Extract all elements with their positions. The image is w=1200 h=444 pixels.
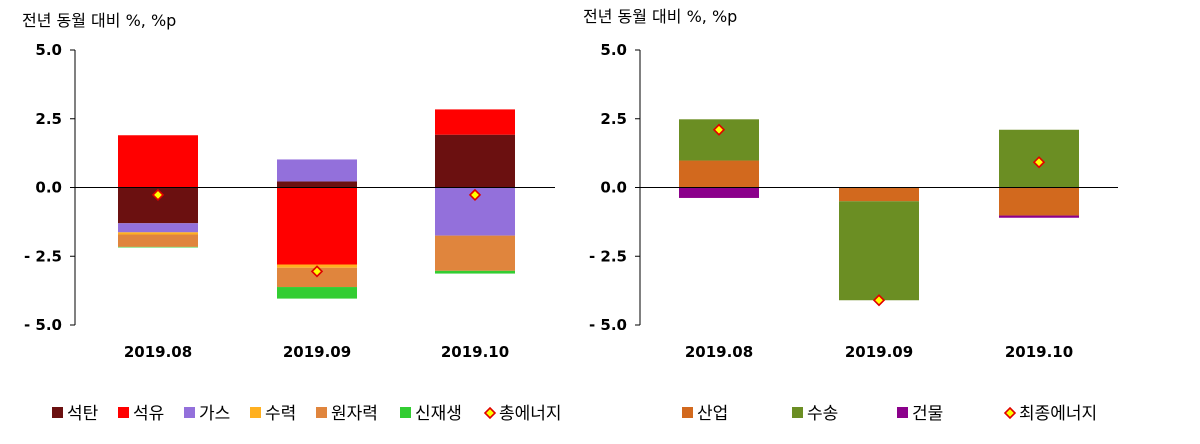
y-axis-label: 전년 동월 대비 %, %p xyxy=(22,11,176,30)
bar-segment-석유 xyxy=(435,109,515,135)
bar-segment-신재생 xyxy=(118,246,198,248)
bar-segment-건물 xyxy=(999,215,1079,218)
total-marker xyxy=(1032,156,1046,169)
y-tick-label: - 5.0 xyxy=(589,316,627,334)
legend-label: 수송 xyxy=(807,404,838,424)
y-tick-label: 5.0 xyxy=(600,41,627,59)
bar-segment-원자력 xyxy=(118,234,198,247)
legend-label: 총에너지 xyxy=(499,404,562,424)
y-tick-label: - 2.5 xyxy=(24,247,62,265)
legend-label: 원자력 xyxy=(331,404,378,424)
legend-label: 건물 xyxy=(912,404,943,424)
legend-label: 최종에너지 xyxy=(1019,404,1097,424)
legend-label: 수력 xyxy=(265,404,296,424)
legend-swatch xyxy=(792,407,803,418)
x-tick-label: 2019.10 xyxy=(441,343,509,361)
y-ticks: 5.0 2.5 0.0 - 2.5 - 5.0 xyxy=(24,41,75,334)
y-tick-label: 2.5 xyxy=(35,110,62,128)
bar-segment-석유 xyxy=(277,187,357,265)
legend-label: 산업 xyxy=(697,404,728,424)
chart-total-energy: 전년 동월 대비 %, %p 5.0 2.5 0.0 - 2.5 - 5.0 2019.… xyxy=(22,11,562,424)
total-marker xyxy=(872,294,886,307)
bars xyxy=(679,119,1079,301)
legend-label: 석탄 xyxy=(67,404,99,424)
y-ticks: 5.0 2.5 0.0 - 2.5 - 5.0 xyxy=(589,41,640,334)
bar-segment-가스 xyxy=(277,159,357,182)
y-tick-label: 0.0 xyxy=(600,179,627,197)
legend-swatch xyxy=(316,407,327,418)
bar-segment-수력 xyxy=(118,232,198,235)
x-tick-label: 2019.09 xyxy=(283,343,351,361)
y-axis-label: 전년 동월 대비 %, %p xyxy=(583,7,737,26)
bar-segment-신재생 xyxy=(435,270,515,274)
total-marker xyxy=(468,188,482,202)
bar-segment-석유 xyxy=(118,135,198,188)
legend-swatch xyxy=(52,407,63,418)
legend-diamond xyxy=(483,406,497,420)
legend: 산업 수송 건물 최종에너지 xyxy=(682,404,1097,424)
y-tick-label: 0.0 xyxy=(35,179,62,197)
legend-swatch xyxy=(118,407,129,418)
bars xyxy=(118,109,515,299)
legend-swatch xyxy=(897,407,908,418)
bar-segment-산업 xyxy=(679,160,759,188)
total-markers xyxy=(151,188,482,278)
legend-diamond xyxy=(1003,406,1017,420)
y-tick-label: - 5.0 xyxy=(24,316,62,334)
total-markers xyxy=(712,123,1046,307)
total-marker xyxy=(151,188,165,202)
legend-swatch xyxy=(400,407,411,418)
y-tick-label: 2.5 xyxy=(600,110,627,128)
x-tick-label: 2019.09 xyxy=(845,343,913,361)
legend-swatch xyxy=(184,407,195,418)
total-marker xyxy=(712,123,726,136)
y-tick-label: - 2.5 xyxy=(589,247,627,265)
x-tick-labels: 2019.08 2019.09 2019.10 xyxy=(124,343,509,361)
x-tick-label: 2019.10 xyxy=(1005,343,1073,361)
x-tick-label: 2019.08 xyxy=(124,343,192,361)
chart-final-energy: 전년 동월 대비 %, %p 5.0 2.5 0.0 - 2.5 - 5.0 2019.… xyxy=(583,7,1118,424)
legend-label: 석유 xyxy=(133,404,164,424)
bar-segment-가스 xyxy=(118,223,198,233)
legend: 석탄 석유 가스 수력 원자력 신재생 총에너지 xyxy=(52,404,562,424)
legend-label: 가스 xyxy=(199,404,230,424)
bar-segment-석탄 xyxy=(277,181,357,188)
bar-segment-건물 xyxy=(679,187,759,198)
legend-swatch xyxy=(682,407,693,418)
total-marker xyxy=(310,265,324,278)
legend-swatch xyxy=(250,407,261,418)
x-tick-label: 2019.08 xyxy=(685,343,753,361)
bar-segment-신재생 xyxy=(277,287,357,299)
bar-segment-산업 xyxy=(999,187,1079,216)
y-tick-label: 5.0 xyxy=(35,41,62,59)
x-tick-labels: 2019.08 2019.09 2019.10 xyxy=(685,343,1073,361)
bar-segment-석탄 xyxy=(435,134,515,188)
bar-segment-산업 xyxy=(839,187,919,202)
bar-segment-수송 xyxy=(839,201,919,301)
legend-label: 신재생 xyxy=(415,404,462,424)
bar-segment-원자력 xyxy=(435,235,515,271)
